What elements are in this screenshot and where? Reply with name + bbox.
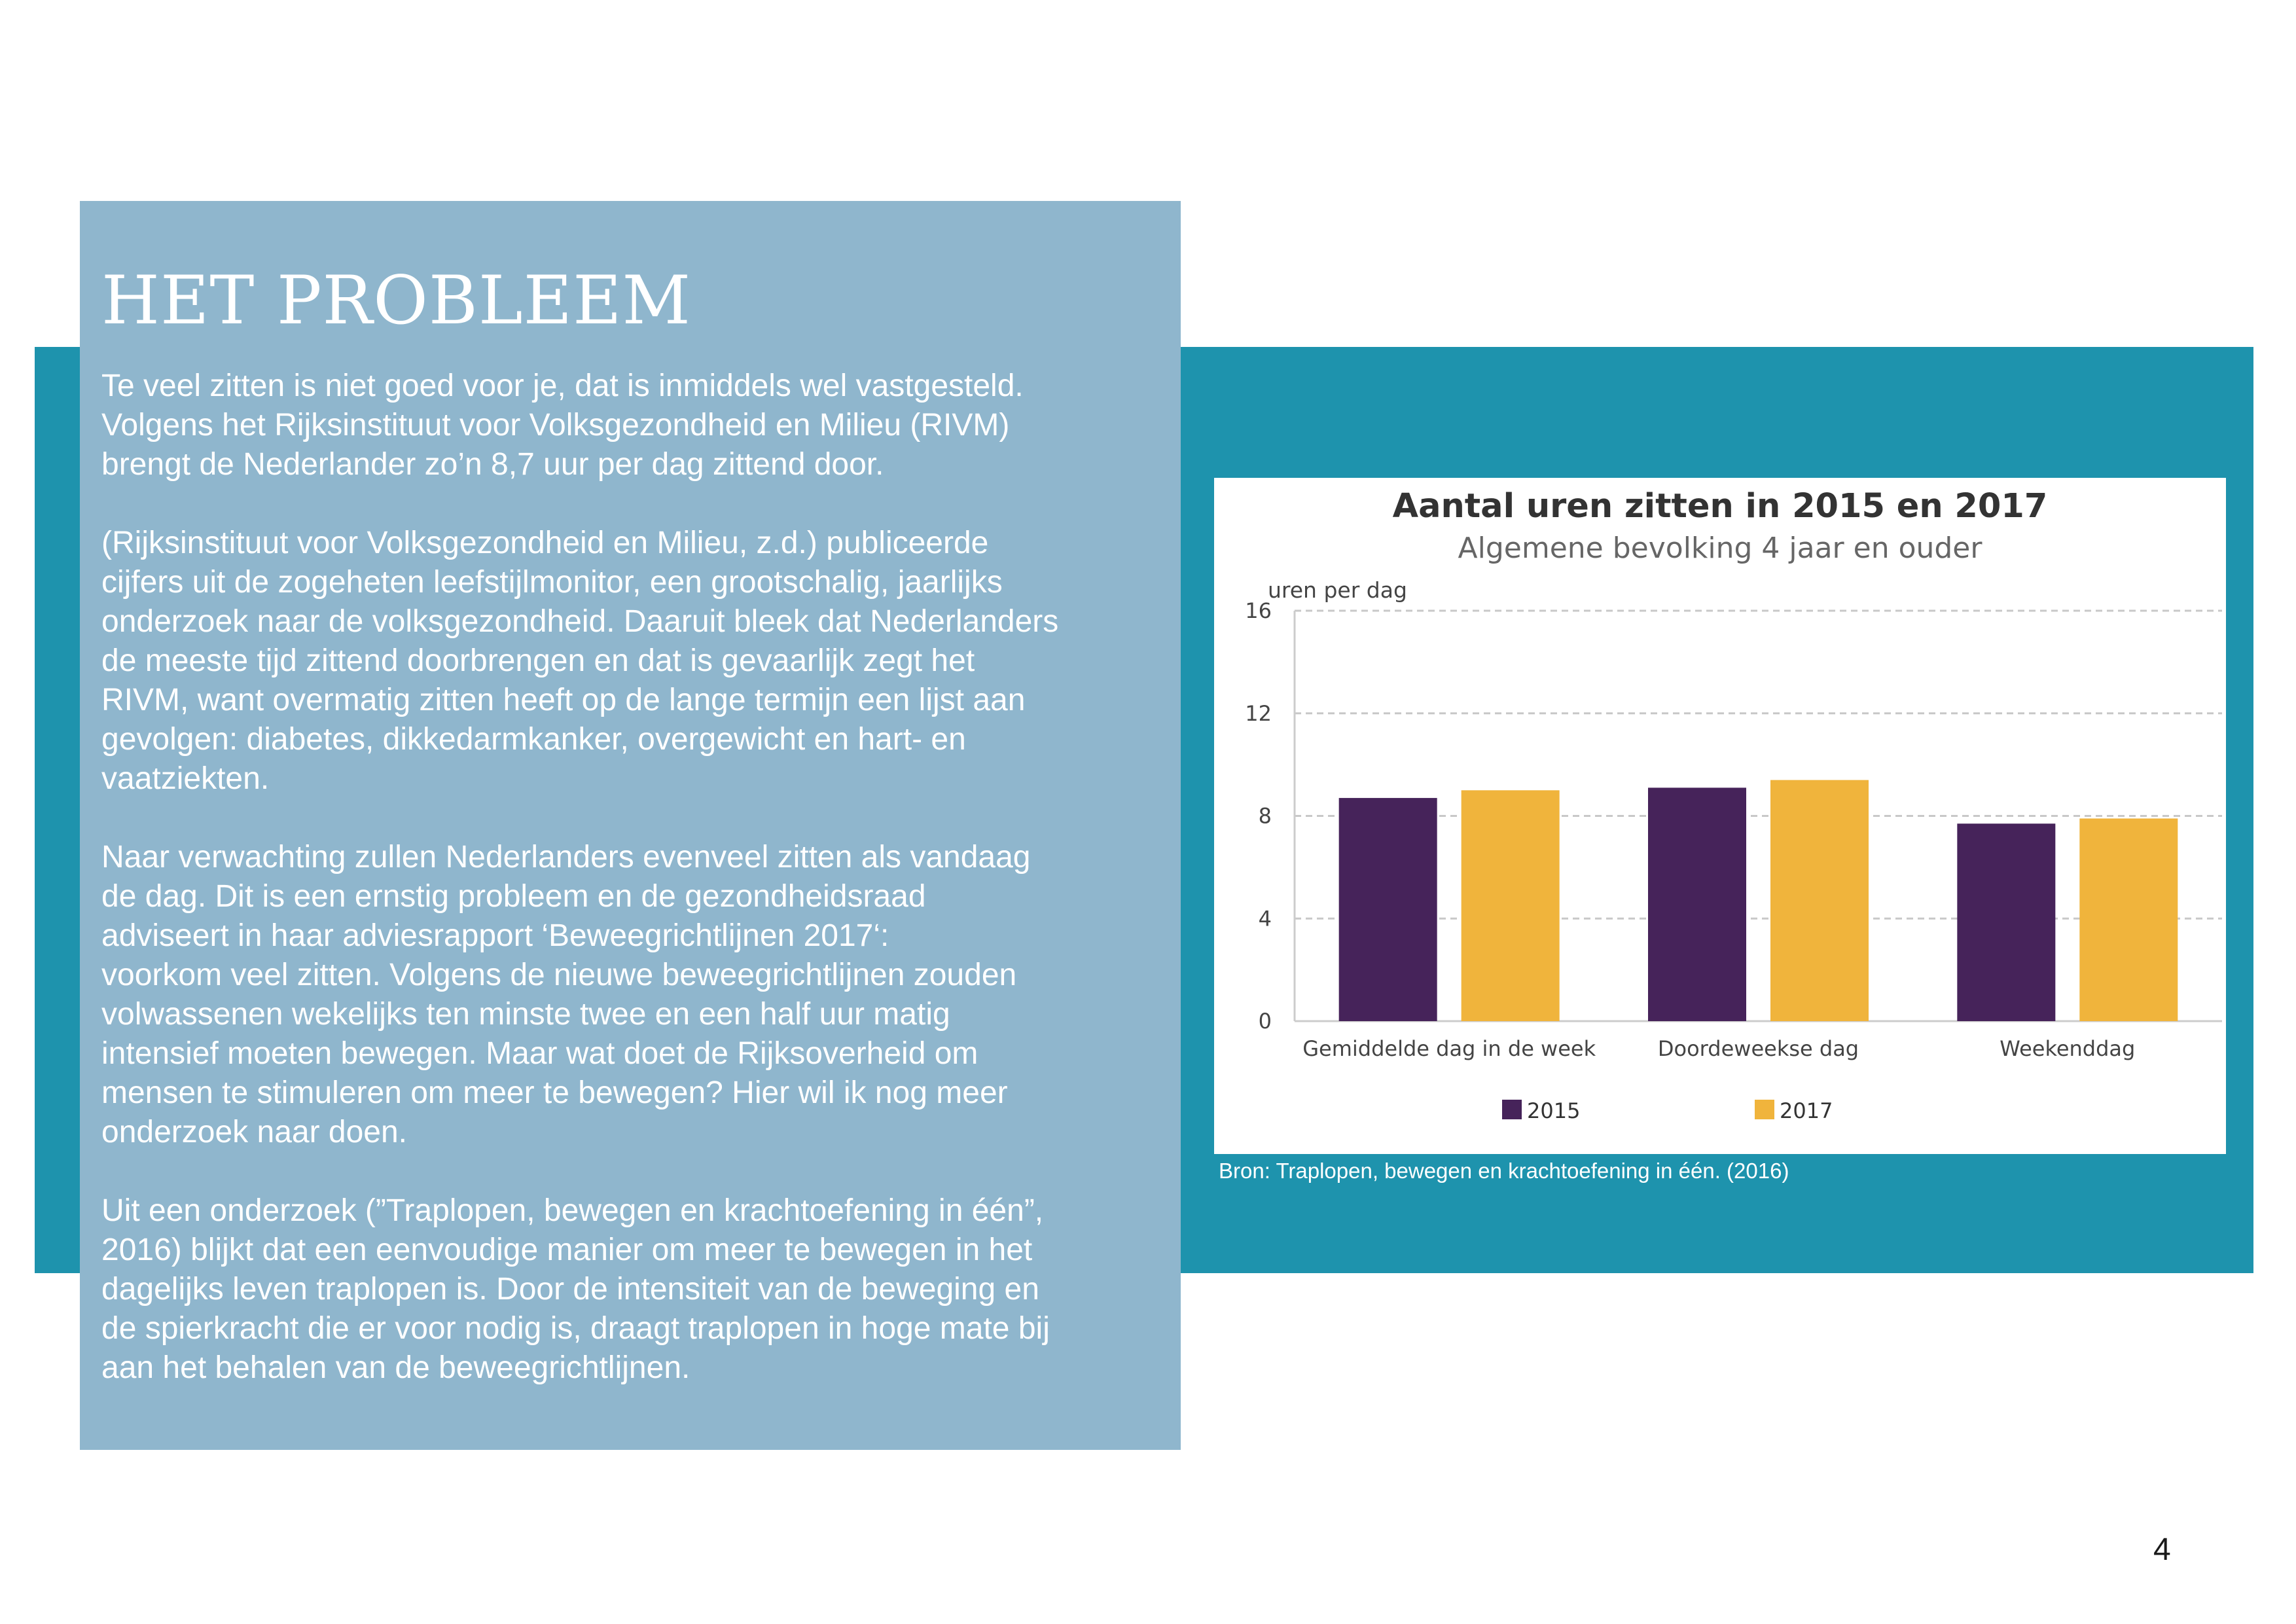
text-line: gevolgen: diabetes, dikkedarmkanker, ove…	[101, 722, 966, 757]
y-tick-label: 4	[1259, 906, 1272, 931]
x-tick-label: Weekenddag	[2000, 1036, 2135, 1061]
legend-label: 2017	[1780, 1098, 1833, 1123]
x-tick-label: Doordeweekse dag	[1658, 1036, 1859, 1061]
bar-2015	[1957, 823, 2056, 1021]
bar-2017	[2079, 818, 2178, 1021]
text-line: de spierkracht die er voor nodig is, dra…	[101, 1311, 1050, 1346]
text-line: aan het behalen van de beweegrichtlijnen…	[101, 1350, 691, 1385]
bar-chart: Aantal uren zitten in 2015 en 2017 Algeme…	[1214, 478, 2226, 1154]
y-tick-label: 8	[1259, 804, 1272, 829]
text-line: vaatziekten.	[101, 761, 270, 796]
text-line: (Rijksinstituut voor Volksgezondheid en …	[101, 526, 989, 560]
text-line: de meeste tijd zittend doorbrengen en da…	[101, 643, 975, 678]
source-caption: Bron: Traplopen, bewegen en krachtoefeni…	[1219, 1159, 1789, 1183]
y-tick-label: 16	[1245, 598, 1272, 623]
text-line: Naar verwachting zullen Nederlanders eve…	[101, 840, 1031, 875]
chart-canvas: Aantal uren zitten in 2015 en 2017 Algeme…	[1245, 487, 2222, 1123]
text-line: cijfers uit de zogeheten leefstijlmonito…	[101, 565, 1003, 600]
text-line: 2016) blijkt dat een eenvoudige manier o…	[101, 1233, 1033, 1267]
chart-title: Aantal uren zitten in 2015 en 2017	[1393, 487, 2048, 526]
body-text: Te veel zitten is niet goed voor je, dat…	[101, 367, 1175, 1388]
bar-2015	[1338, 798, 1437, 1021]
text-line: onderzoek naar de volksgezondheid. Daaru…	[101, 604, 1059, 639]
text-line: dagelijks leven traplopen is. Door de in…	[101, 1272, 1039, 1307]
bar-2017	[1770, 780, 1869, 1021]
y-tick-label: 0	[1259, 1009, 1272, 1034]
y-axis-label: uren per dag	[1268, 577, 1407, 603]
text-line: voorkom veel zitten. Volgens de nieuwe b…	[101, 958, 1017, 992]
section-heading: HET PROBLEEM	[101, 262, 691, 340]
text-panel	[80, 201, 1181, 1450]
bar-2015	[1648, 787, 1746, 1021]
text-line: volwassenen wekelijks ten minste twee en…	[101, 997, 950, 1032]
text-line: mensen te stimuleren om meer te bewegen?…	[101, 1075, 1008, 1110]
text-line: Uit een onderzoek (”Traplopen, bewegen e…	[101, 1193, 1044, 1228]
x-tick-label: Gemiddelde dag in de week	[1302, 1036, 1596, 1061]
y-tick-label: 12	[1245, 701, 1272, 726]
text-line: RIVM, want overmatig zitten heeft op de …	[101, 683, 1026, 717]
page-number: 4	[2153, 1532, 2171, 1567]
text-line: adviseert in haar adviesrapport ‘Beweegr…	[101, 918, 889, 953]
text-line: intensief moeten bewegen. Maar wat doet …	[101, 1036, 978, 1071]
legend-swatch	[1502, 1100, 1522, 1119]
text-line: brengt de Nederlander zo’n 8,7 uur per d…	[101, 447, 884, 482]
text-line: onderzoek naar doen.	[101, 1115, 408, 1149]
text-line: Volgens het Rijksinstituut voor Volksgez…	[101, 408, 1010, 442]
legend-swatch	[1755, 1100, 1774, 1119]
text-line: Te veel zitten is niet goed voor je, dat…	[101, 369, 1024, 403]
text-line: de dag. Dit is een ernstig probleem en d…	[101, 879, 926, 914]
legend-label: 2015	[1527, 1098, 1580, 1123]
bar-2017	[1461, 790, 1560, 1021]
chart-subtitle: Algemene bevolking 4 jaar en ouder	[1458, 532, 1983, 565]
